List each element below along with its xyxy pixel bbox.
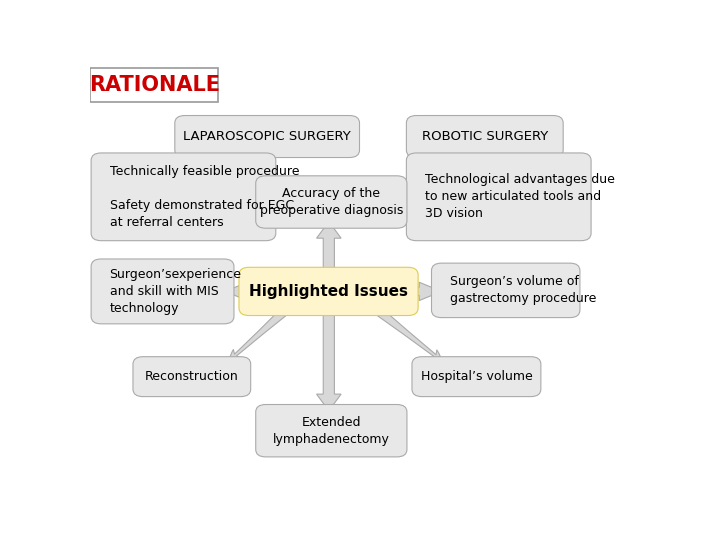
Polygon shape [408,282,441,301]
FancyBboxPatch shape [412,357,541,396]
Text: Surgeon’s volume of
gastrectomy procedure: Surgeon’s volume of gastrectomy procedur… [450,275,596,306]
Text: Surgeon’sexperience
and skill with MIS
technology: Surgeon’sexperience and skill with MIS t… [109,268,241,315]
Text: Technically feasible procedure

Safety demonstrated for EGC
at referral centers: Technically feasible procedure Safety de… [109,165,299,229]
Polygon shape [317,221,341,274]
Text: Extended
lymphadenectomy: Extended lymphadenectomy [273,416,390,446]
FancyBboxPatch shape [91,259,234,324]
Text: Highlighted Issues: Highlighted Issues [249,284,408,299]
FancyBboxPatch shape [256,404,407,457]
FancyBboxPatch shape [256,176,407,228]
Text: Reconstruction: Reconstruction [145,370,239,383]
Text: Accuracy of the
preoperative diagnosis: Accuracy of the preoperative diagnosis [260,187,403,217]
Polygon shape [317,308,341,411]
Text: Hospital’s volume: Hospital’s volume [420,370,532,383]
Polygon shape [225,282,249,301]
Text: Technological advantages due
to new articulated tools and
3D vision: Technological advantages due to new arti… [425,173,615,220]
Text: RATIONALE: RATIONALE [89,75,220,94]
Text: LAPAROSCOPIC SURGERY: LAPAROSCOPIC SURGERY [184,130,351,143]
FancyBboxPatch shape [90,68,218,102]
FancyBboxPatch shape [239,267,418,315]
FancyBboxPatch shape [175,116,359,158]
FancyBboxPatch shape [406,153,591,241]
FancyBboxPatch shape [406,116,563,158]
FancyBboxPatch shape [431,263,580,318]
Text: ROBOTIC SURGERY: ROBOTIC SURGERY [422,130,548,143]
FancyBboxPatch shape [133,357,251,396]
FancyBboxPatch shape [91,153,276,241]
